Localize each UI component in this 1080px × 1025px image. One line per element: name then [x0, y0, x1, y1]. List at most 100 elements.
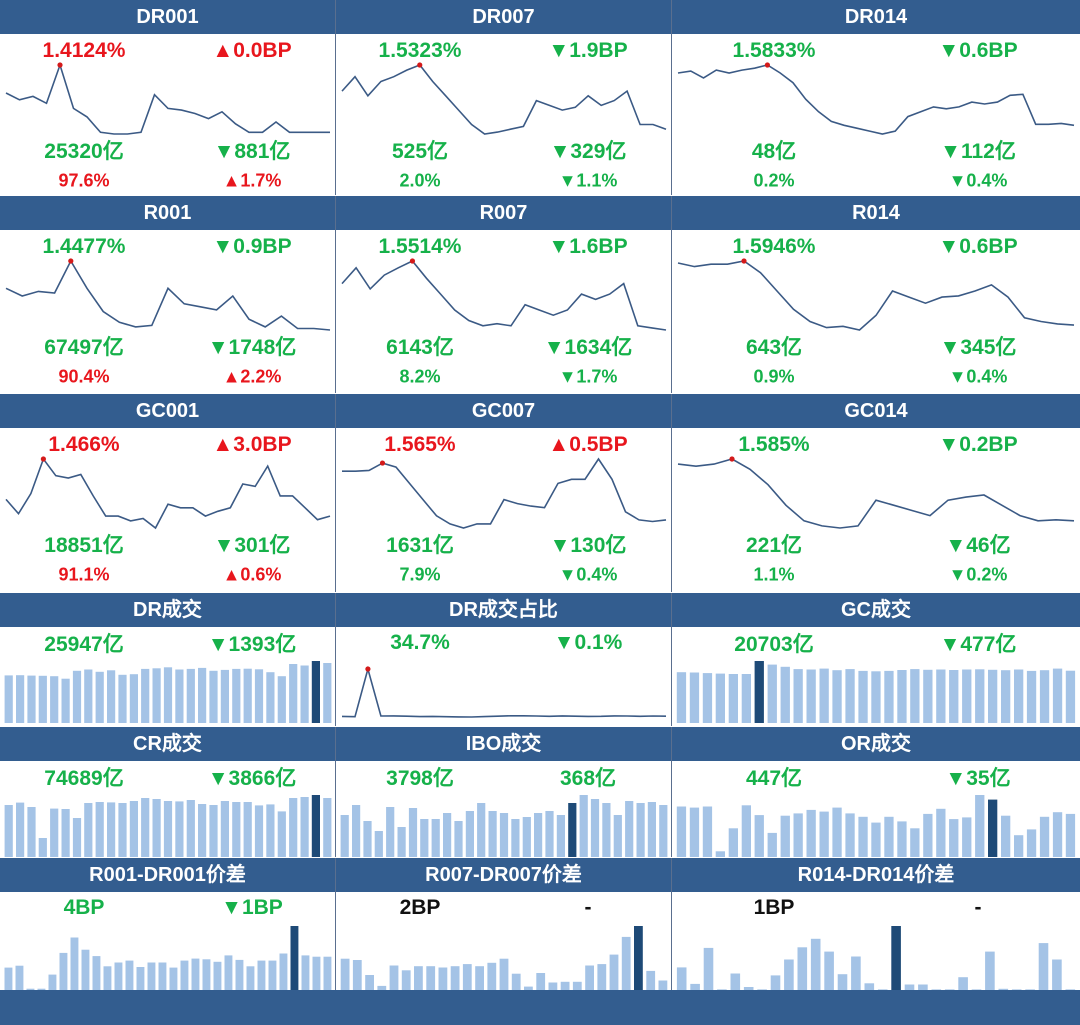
panel-title: R001-DR001价差 [0, 858, 335, 892]
series-line [677, 458, 1075, 529]
r1-left-value: 34.7% [390, 631, 450, 654]
bar [962, 817, 972, 857]
r1-right-value: ▼0.6BP [938, 235, 1018, 258]
r1-right-value: ▼0.9BP [212, 235, 292, 258]
r3-left-value: 8.2% [399, 366, 441, 387]
bar [728, 828, 738, 857]
bar [1001, 815, 1011, 857]
panel-gc014: GC014 1.585% ▼0.2BP 221亿 ▼46亿 1.1% ▼0.2% [672, 394, 1080, 592]
chart-bar [340, 795, 668, 857]
bar [949, 670, 959, 723]
chart-line [677, 62, 1075, 135]
bar [301, 955, 310, 990]
bar [95, 671, 104, 723]
bar [180, 960, 189, 990]
r3-right-value: ▲0.6% [222, 564, 282, 585]
bar [597, 964, 607, 990]
r1-left-value: 20703亿 [734, 633, 814, 656]
max-point-marker [729, 456, 735, 462]
bar [741, 674, 751, 723]
bar [72, 818, 82, 857]
max-point-marker [68, 258, 74, 264]
chart-bar [340, 926, 668, 990]
r1-left-value: 2BP [399, 896, 441, 919]
bar [646, 970, 656, 990]
bar [971, 989, 982, 990]
bar [936, 808, 946, 857]
max-point-marker [764, 62, 771, 68]
bar [985, 951, 995, 990]
bar [158, 962, 167, 990]
bar [254, 805, 264, 857]
panel-r001: R001 1.4477% ▼0.9BP 67497亿 ▼1748亿 90.4% ▲2.2% [0, 196, 336, 393]
bar [257, 960, 266, 990]
bar [129, 674, 138, 723]
bar [323, 663, 332, 723]
bar [728, 674, 738, 723]
chart-line [5, 258, 331, 331]
bar [717, 989, 727, 990]
r2-right-value: ▼112亿 [940, 140, 1016, 163]
bar [767, 664, 777, 723]
r3-right-value: ▲2.2% [222, 366, 282, 387]
panel-r014-dr014: R014-DR014价差 1BP - [672, 858, 1080, 990]
panel-title: DR014 [672, 0, 1080, 34]
bar [397, 827, 406, 857]
r2-right-value: ▼329亿 [549, 140, 627, 163]
bar [92, 956, 101, 990]
bar [590, 799, 600, 857]
panel-r001-dr001: R001-DR001价差 4BP ▼1BP [0, 858, 336, 990]
bar [534, 813, 543, 857]
bar [877, 989, 888, 990]
bar [767, 832, 777, 857]
bar [4, 967, 13, 990]
bar [103, 966, 112, 990]
r2-right-value: ▼1634亿 [543, 336, 633, 359]
r3-left-value: 0.9% [753, 366, 795, 387]
bar [454, 821, 463, 857]
bar [163, 801, 173, 857]
r1-left-value: 1BP [753, 896, 795, 919]
bar [266, 672, 275, 723]
bar [4, 675, 13, 723]
bar [141, 798, 150, 857]
bar-latest [568, 803, 577, 857]
bar [1014, 669, 1024, 723]
footer-bar [0, 990, 1080, 1025]
bar [1065, 989, 1076, 990]
bar [312, 956, 321, 990]
r1-left-value: 1.585% [738, 433, 810, 456]
chart-line [5, 456, 331, 530]
bar [386, 807, 395, 857]
bar [757, 989, 767, 990]
series-line [5, 457, 331, 530]
r1-left-value: 25947亿 [44, 633, 124, 656]
chart-line [341, 62, 667, 135]
bar [754, 815, 764, 857]
bar [300, 797, 309, 857]
bar [477, 803, 486, 857]
r1-right-value: ▼0.1% [553, 631, 623, 654]
bar [224, 955, 233, 990]
bar [389, 965, 399, 990]
bar [277, 811, 286, 857]
r1-left-value: 4BP [63, 896, 105, 919]
bar [95, 802, 104, 857]
bar [243, 802, 252, 857]
bar [443, 813, 452, 857]
bar [702, 673, 713, 723]
bar [254, 669, 264, 723]
bar [475, 966, 484, 990]
bar [703, 947, 714, 990]
series-line [677, 260, 1075, 331]
panel-dr007: DR007 1.5323% ▼1.9BP 525亿 ▼329亿 2.0% ▼1.1% [336, 0, 672, 195]
bar [450, 966, 460, 990]
bar [524, 986, 533, 990]
bar [243, 668, 252, 723]
bar [585, 965, 594, 990]
r3-left-value: 0.2% [753, 170, 795, 191]
r2-right-value: ▼46亿 [945, 534, 1011, 557]
series-line [341, 260, 667, 331]
r1-right-value: ▼1BP [221, 896, 283, 919]
